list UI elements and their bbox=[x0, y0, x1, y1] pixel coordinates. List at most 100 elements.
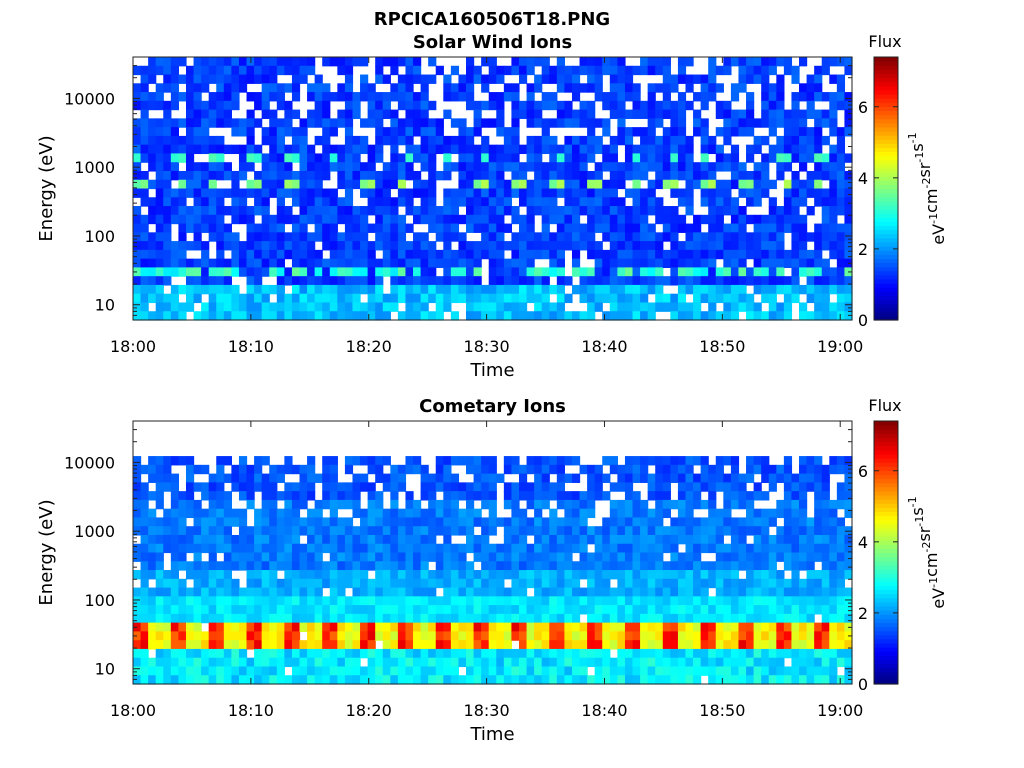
heatmap-cell bbox=[685, 613, 694, 624]
heatmap-cell bbox=[556, 552, 565, 562]
heatmap-cell bbox=[185, 526, 195, 536]
heatmap-cell bbox=[791, 666, 800, 676]
heatmap-cell bbox=[223, 657, 232, 668]
heatmap-cell bbox=[579, 631, 588, 641]
heatmap-cell bbox=[617, 276, 626, 286]
heatmap-cell bbox=[420, 144, 429, 155]
heatmap-cell bbox=[738, 491, 747, 501]
heatmap-cell bbox=[541, 162, 550, 172]
heatmap-cell bbox=[730, 578, 740, 589]
heatmap-cell bbox=[799, 302, 808, 312]
colorbar-segment bbox=[874, 523, 898, 529]
heatmap-cell bbox=[640, 640, 649, 650]
heatmap-cell bbox=[829, 127, 838, 137]
heatmap-cell bbox=[133, 302, 142, 312]
colorbar-segment bbox=[874, 601, 898, 607]
heatmap-cell bbox=[768, 640, 777, 650]
heatmap-cell bbox=[299, 587, 308, 597]
heatmap-cell bbox=[541, 648, 550, 659]
colorbar-segment bbox=[874, 499, 898, 504]
heatmap-cell bbox=[322, 276, 331, 286]
heatmap-cell bbox=[609, 675, 618, 685]
heatmap-cell bbox=[238, 258, 248, 268]
heatmap-cell bbox=[443, 223, 452, 233]
heatmap-cell bbox=[844, 648, 853, 659]
heatmap-cell bbox=[314, 293, 323, 304]
heatmap-cell bbox=[216, 249, 225, 260]
heatmap-cell bbox=[715, 276, 724, 286]
colorbar-segment bbox=[874, 675, 898, 681]
heatmap-cell bbox=[821, 464, 830, 475]
heatmap-cell bbox=[193, 118, 202, 128]
heatmap-cell bbox=[518, 587, 528, 597]
heatmap-cell bbox=[269, 311, 278, 321]
heatmap-cell bbox=[836, 276, 846, 286]
heatmap-cell bbox=[435, 456, 444, 466]
heatmap-cell bbox=[799, 127, 808, 137]
heatmap-cell bbox=[700, 534, 709, 545]
heatmap-cell bbox=[352, 153, 361, 163]
heatmap-cell bbox=[640, 284, 649, 295]
heatmap-cell bbox=[367, 276, 376, 286]
heatmap-cell bbox=[715, 534, 724, 545]
colorbar-segment bbox=[874, 188, 898, 194]
heatmap-cell bbox=[284, 561, 293, 571]
heatmap-cell bbox=[329, 578, 338, 589]
heatmap-cell bbox=[178, 241, 187, 251]
heatmap-cell bbox=[844, 543, 853, 554]
heatmap-cell bbox=[420, 249, 429, 260]
heatmap-cell bbox=[624, 605, 634, 615]
heatmap-cell bbox=[753, 170, 762, 181]
heatmap-cell bbox=[624, 153, 634, 163]
heatmap-cell bbox=[405, 92, 414, 102]
heatmap-cell bbox=[261, 508, 270, 519]
heatmap-cell bbox=[715, 249, 724, 260]
heatmap-cell bbox=[579, 118, 588, 128]
heatmap-cell bbox=[170, 570, 180, 580]
heatmap-cell bbox=[375, 179, 384, 190]
heatmap-cell bbox=[435, 613, 444, 624]
heatmap-cell bbox=[556, 293, 565, 304]
heatmap-cell bbox=[360, 214, 369, 225]
heatmap-cell bbox=[632, 284, 641, 295]
heatmap-cell bbox=[261, 578, 270, 589]
heatmap-cell bbox=[246, 482, 255, 492]
heatmap-cell bbox=[133, 118, 142, 128]
heatmap-cell bbox=[677, 640, 687, 650]
heatmap-cell bbox=[541, 241, 550, 251]
heatmap-cell bbox=[624, 302, 634, 312]
heatmap-cell bbox=[148, 276, 157, 286]
heatmap-cell bbox=[133, 631, 142, 641]
heatmap-cell bbox=[753, 223, 762, 233]
heatmap-cell bbox=[473, 223, 482, 233]
heatmap-cell bbox=[723, 302, 732, 312]
heatmap-cell bbox=[405, 648, 414, 659]
heatmap-cell bbox=[655, 596, 664, 606]
heatmap-cell bbox=[269, 153, 278, 163]
heatmap-cell bbox=[541, 605, 550, 615]
heatmap-cell bbox=[632, 526, 641, 536]
heatmap-cell bbox=[238, 214, 248, 225]
heatmap-cell bbox=[723, 127, 732, 137]
heatmap-cell bbox=[753, 552, 762, 562]
heatmap-cell bbox=[390, 640, 399, 650]
heatmap-cell bbox=[337, 267, 346, 277]
heatmap-cell bbox=[481, 311, 490, 321]
heatmap-cell bbox=[640, 162, 649, 172]
heatmap-cell bbox=[443, 491, 452, 501]
heatmap-cell bbox=[549, 570, 558, 580]
heatmap-cell bbox=[170, 65, 180, 76]
heatmap-cell bbox=[549, 302, 558, 312]
heatmap-cell bbox=[518, 249, 528, 260]
heatmap-cell bbox=[640, 302, 649, 312]
heatmap-cell bbox=[571, 162, 581, 172]
heatmap-cell bbox=[753, 197, 762, 207]
heatmap-cell bbox=[571, 499, 581, 510]
heatmap-cell bbox=[624, 135, 634, 146]
heatmap-cell bbox=[587, 170, 596, 181]
heatmap-cell bbox=[730, 197, 740, 207]
heatmap-cell bbox=[322, 605, 331, 615]
heatmap-cell bbox=[148, 284, 157, 295]
heatmap-cell bbox=[814, 267, 823, 277]
heatmap-cell bbox=[420, 214, 429, 225]
